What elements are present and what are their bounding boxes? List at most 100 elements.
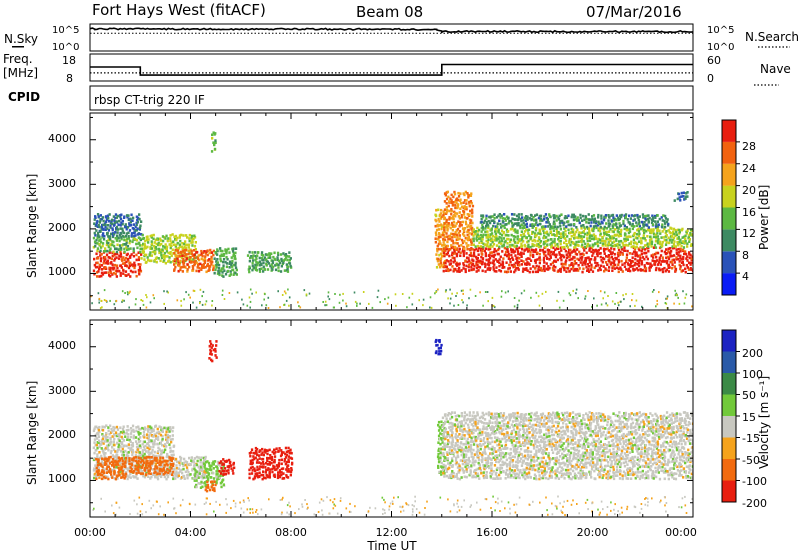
velocity-cell-0 xyxy=(160,428,163,432)
power-cell-11 xyxy=(551,240,554,244)
velocity-cell-0 xyxy=(149,431,152,435)
power-noise-point xyxy=(299,306,302,309)
power-cell-0 xyxy=(93,272,96,276)
power-cell-2 xyxy=(139,224,142,228)
power-cell-4 xyxy=(186,263,189,266)
velocity-cell-4 xyxy=(199,482,202,485)
power-cell-11 xyxy=(576,228,579,231)
velocity-cell-11 xyxy=(451,436,454,440)
power-cell-12 xyxy=(620,215,623,219)
power-cell-11 xyxy=(564,233,567,236)
power-cell-12 xyxy=(515,222,518,225)
power-cell-0 xyxy=(129,256,132,259)
velocity-cell-4 xyxy=(195,470,198,474)
power-cell-10 xyxy=(461,241,465,245)
cpid-label: CPID xyxy=(8,90,40,104)
velocity-cell-11 xyxy=(464,449,467,453)
power-noise-point xyxy=(572,289,574,292)
velocity-cell-1 xyxy=(114,459,117,463)
power-cell-11 xyxy=(537,245,541,249)
power-cell-11 xyxy=(507,230,510,233)
power-cell-11 xyxy=(674,234,677,238)
power-cell-2 xyxy=(102,227,105,231)
power-cell-7 xyxy=(248,270,251,274)
power-noise-point xyxy=(338,301,341,304)
velocity-cell-11 xyxy=(463,455,466,459)
power-cell-11 xyxy=(580,227,583,230)
power-noise-point xyxy=(267,307,270,309)
power-cell-12 xyxy=(495,216,499,219)
nave-tick-top: 60 xyxy=(707,54,721,67)
power-cell-3 xyxy=(150,254,153,257)
power-cell-9 xyxy=(502,257,505,260)
power-cell-9 xyxy=(514,269,517,272)
power-cell-11 xyxy=(545,236,548,239)
power-cell-11 xyxy=(650,228,653,231)
power-cell-8 xyxy=(434,224,437,228)
power-cell-11 xyxy=(512,235,515,238)
velocity-cell-4 xyxy=(219,470,223,474)
power-noise-point xyxy=(429,306,431,309)
power-cell-9 xyxy=(468,269,471,272)
power-cell-11 xyxy=(477,228,481,232)
velocity-cell-2 xyxy=(155,465,158,469)
power-cell-4 xyxy=(203,257,207,260)
power-cell-12 xyxy=(661,225,664,229)
velocity-cell-3 xyxy=(177,467,181,470)
power-cell-2 xyxy=(95,229,98,232)
velocity-cell-0 xyxy=(146,436,149,440)
power-cell-3 xyxy=(147,238,150,241)
power-cell-9 xyxy=(665,261,669,265)
power-cell-12 xyxy=(520,219,523,223)
power-cell-5 xyxy=(218,263,221,267)
power-cell-11 xyxy=(497,237,500,241)
power-cell-8 xyxy=(434,218,437,222)
power-cell-4 xyxy=(197,258,201,262)
velocity-cell-0 xyxy=(113,437,116,441)
power-cell-11 xyxy=(495,226,498,230)
power-cell-11 xyxy=(603,232,606,235)
power-cell-3 xyxy=(176,241,179,245)
power-noise-point xyxy=(469,288,472,291)
velocity-cell-2 xyxy=(169,458,172,461)
power-cell-2 xyxy=(119,215,122,219)
power-cell-7 xyxy=(274,264,277,267)
velocity-cell-3 xyxy=(175,466,179,470)
velocity-cell-0 xyxy=(164,433,167,437)
power-cell-12 xyxy=(657,223,660,226)
power-cell-11 xyxy=(488,235,492,239)
power-cell-9 xyxy=(608,259,611,263)
power-cell-12 xyxy=(593,217,597,221)
power-cell-5 xyxy=(222,260,225,264)
power-cell-9 xyxy=(506,254,509,257)
power-cell-11 xyxy=(632,238,636,242)
velocity-cell-11 xyxy=(455,419,459,423)
velocity-cell-0 xyxy=(116,455,119,459)
power-cell-12 xyxy=(664,222,667,225)
power-cell-12 xyxy=(612,216,615,219)
power-cell-9 xyxy=(585,266,588,269)
power-cell-4 xyxy=(197,262,201,266)
power-cell-12 xyxy=(662,214,665,217)
power-cell-9 xyxy=(553,253,556,257)
power-cell-9 xyxy=(620,259,623,263)
power-cell-11 xyxy=(482,228,485,231)
power-cell-9 xyxy=(545,262,548,265)
power-cell-3 xyxy=(150,242,154,246)
velocity-cell-0 xyxy=(139,432,142,435)
power-cell-12 xyxy=(619,224,623,227)
power-cell-2 xyxy=(107,229,111,232)
power-cell-9 xyxy=(639,268,642,271)
velocity-cell-8 xyxy=(266,459,269,462)
power-cell-1 xyxy=(136,246,139,250)
velocity-cell-0 xyxy=(143,440,146,444)
power-cell-11 xyxy=(672,242,676,246)
power-cell-11 xyxy=(550,238,553,241)
velocity-cell-8 xyxy=(251,469,254,472)
power-noise-point xyxy=(223,298,226,300)
velocity-cell-2 xyxy=(149,472,152,475)
power-cell-12 xyxy=(524,219,528,222)
power-cell-11 xyxy=(542,231,546,235)
power-cell-8 xyxy=(440,247,443,251)
velocity-cell-0 xyxy=(135,442,139,446)
